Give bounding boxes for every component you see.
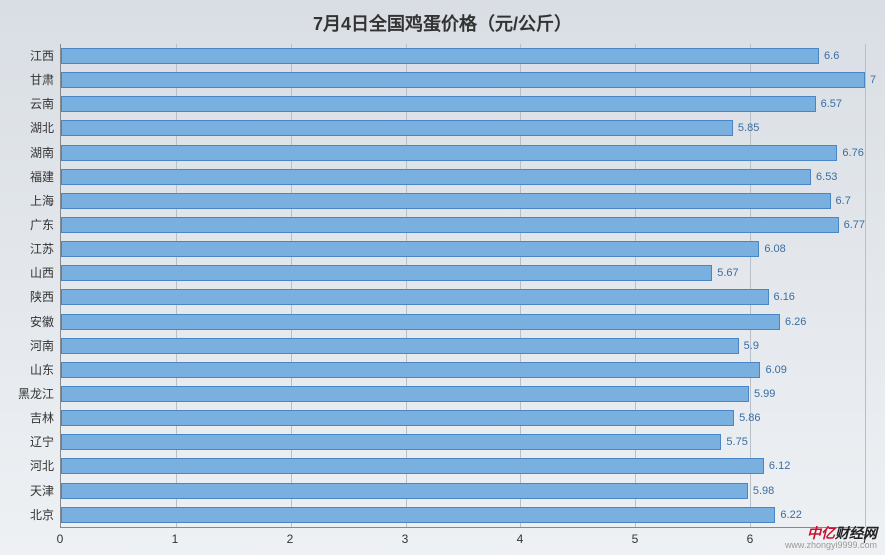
- bar: 5.85: [61, 120, 733, 136]
- bar-value-label: 6.09: [759, 364, 786, 376]
- bar-value-label: 6.12: [763, 460, 790, 472]
- y-axis-label: 河北: [30, 460, 54, 472]
- bar-row: 6.08: [61, 241, 865, 257]
- y-axis-label: 黑龙江: [18, 388, 54, 400]
- y-axis-label: 广东: [30, 219, 54, 231]
- bar-value-label: 7: [864, 74, 876, 86]
- y-axis-label: 天津: [30, 485, 54, 497]
- bar: 5.9: [61, 338, 739, 354]
- y-axis-label: 湖北: [30, 122, 54, 134]
- bar-value-label: 6.77: [838, 219, 865, 231]
- bar: 7: [61, 72, 865, 88]
- bar: 5.75: [61, 434, 721, 450]
- x-axis-row: 0 1 2 3 4 5 6 7: [0, 527, 885, 555]
- bar-row: 6.6: [61, 48, 865, 64]
- x-axis-tick: 2: [287, 532, 294, 546]
- y-axis-label: 北京: [30, 509, 54, 521]
- bar-row: 5.9: [61, 338, 865, 354]
- bar: 6.16: [61, 289, 769, 305]
- y-axis-label: 陕西: [30, 291, 54, 303]
- x-axis-tick: 1: [172, 532, 179, 546]
- bar-row: 6.16: [61, 289, 865, 305]
- bar-row: 6.7: [61, 193, 865, 209]
- bar-value-label: 5.85: [732, 122, 759, 134]
- y-axis-label: 江西: [30, 50, 54, 62]
- bar-value-label: 5.86: [733, 412, 760, 424]
- chart-title: 7月4日全国鸡蛋价格（元/公斤）: [0, 0, 885, 44]
- x-axis-tick: 6: [747, 532, 754, 546]
- bar: 6.7: [61, 193, 831, 209]
- bar: 6.57: [61, 96, 816, 112]
- bar-value-label: 5.75: [720, 436, 747, 448]
- bar: 5.67: [61, 265, 712, 281]
- bar-value-label: 6.7: [830, 195, 851, 207]
- bar-value-label: 5.98: [747, 485, 774, 497]
- bar-row: 6.77: [61, 217, 865, 233]
- y-axis-label: 湖南: [30, 147, 54, 159]
- y-axis-labels: 江西甘肃云南湖北湖南福建上海广东江苏山西陕西安徽河南山东黑龙江吉林辽宁河北天津北…: [4, 44, 60, 527]
- bar-value-label: 6.22: [774, 509, 801, 521]
- y-axis-label: 山西: [30, 267, 54, 279]
- y-axis-label: 山东: [30, 364, 54, 376]
- bar-row: 6.12: [61, 458, 865, 474]
- x-axis-tick: 0: [57, 532, 64, 546]
- bar-value-label: 5.9: [738, 340, 759, 352]
- y-axis-label: 江苏: [30, 243, 54, 255]
- bar-value-label: 5.67: [711, 267, 738, 279]
- bar-value-label: 6.16: [768, 291, 795, 303]
- bar-value-label: 6.76: [836, 147, 863, 159]
- bar-row: 5.98: [61, 483, 865, 499]
- bar-value-label: 6.08: [758, 243, 785, 255]
- bar-row: 5.86: [61, 410, 865, 426]
- bar-row: 5.99: [61, 386, 865, 402]
- bar: 6.09: [61, 362, 760, 378]
- bar: 6.6: [61, 48, 819, 64]
- bar-value-label: 6.26: [779, 316, 806, 328]
- bar-value-label: 6.53: [810, 171, 837, 183]
- bar-row: 6.76: [61, 145, 865, 161]
- bar: 6.12: [61, 458, 764, 474]
- bar-row: 5.75: [61, 434, 865, 450]
- x-axis-tick: 4: [517, 532, 524, 546]
- x-axis: 01234567: [60, 527, 865, 549]
- bar: 5.99: [61, 386, 749, 402]
- y-axis-label: 河南: [30, 340, 54, 352]
- bar: 5.98: [61, 483, 748, 499]
- bar-row: 5.85: [61, 120, 865, 136]
- gridline: [865, 44, 866, 527]
- bar: 6.26: [61, 314, 780, 330]
- y-axis-label: 甘肃: [30, 74, 54, 86]
- bar-value-label: 5.99: [748, 388, 775, 400]
- bar-row: 7: [61, 72, 865, 88]
- bars: 6.676.575.856.766.536.76.776.085.676.166…: [61, 44, 865, 527]
- y-axis-label: 云南: [30, 98, 54, 110]
- bar-row: 6.53: [61, 169, 865, 185]
- bar-value-label: 6.6: [818, 50, 839, 62]
- x-axis-tick: 5: [632, 532, 639, 546]
- bar-row: 6.26: [61, 314, 865, 330]
- y-axis-label: 福建: [30, 171, 54, 183]
- y-axis-label: 吉林: [30, 412, 54, 424]
- bar: 6.08: [61, 241, 759, 257]
- bar-row: 6.22: [61, 507, 865, 523]
- x-axis-tick: 7: [862, 532, 869, 546]
- bar: 6.22: [61, 507, 775, 523]
- bars-area: 6.676.575.856.766.536.76.776.085.676.166…: [60, 44, 865, 527]
- bar: 5.86: [61, 410, 734, 426]
- y-axis-label: 辽宁: [30, 436, 54, 448]
- bar: 6.77: [61, 217, 839, 233]
- bar-row: 6.57: [61, 96, 865, 112]
- bar-row: 5.67: [61, 265, 865, 281]
- chart-container: 7月4日全国鸡蛋价格（元/公斤） 江西甘肃云南湖北湖南福建上海广东江苏山西陕西安…: [0, 0, 885, 555]
- y-axis-label: 安徽: [30, 316, 54, 328]
- y-axis-label: 上海: [30, 195, 54, 207]
- bar: 6.76: [61, 145, 837, 161]
- bar-row: 6.09: [61, 362, 865, 378]
- plot-area: 江西甘肃云南湖北湖南福建上海广东江苏山西陕西安徽河南山东黑龙江吉林辽宁河北天津北…: [0, 44, 885, 527]
- x-axis-tick: 3: [402, 532, 409, 546]
- bar-value-label: 6.57: [815, 98, 842, 110]
- bar: 6.53: [61, 169, 811, 185]
